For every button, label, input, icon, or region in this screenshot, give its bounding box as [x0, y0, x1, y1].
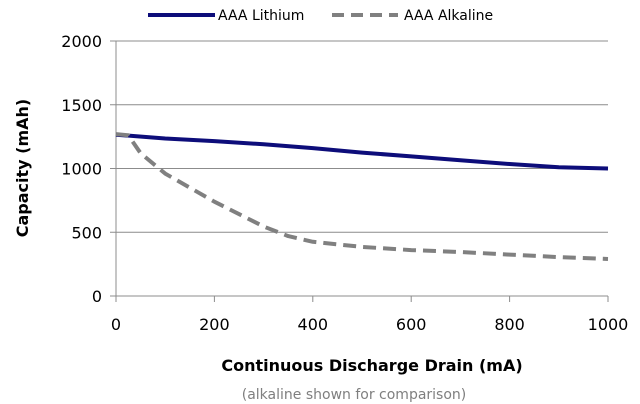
- y-tick-label-1000: 1000: [61, 160, 102, 179]
- x-tick-label-1000: 1000: [588, 315, 629, 334]
- x-tick-labels: 0 200 400 600 800 1000: [111, 315, 628, 334]
- axes: [110, 40, 609, 302]
- y-tick-label-500: 500: [71, 223, 102, 242]
- x-tick-label-0: 0: [111, 315, 121, 334]
- legend-label-alkaline: AAA Alkaline: [404, 8, 493, 24]
- y-tick-label-2000: 2000: [61, 32, 102, 51]
- series-lines: [115, 132, 609, 261]
- x-tick-label-400: 400: [298, 315, 329, 334]
- x-tick-label-600: 600: [396, 315, 427, 334]
- y-tick-label-1500: 1500: [61, 96, 102, 115]
- comparison-note: (alkaline shown for comparison): [242, 387, 467, 403]
- y-tick-label-0: 0: [92, 287, 102, 306]
- y-axis-title: Capacity (mAh): [13, 99, 32, 237]
- series-line-lithium: [115, 132, 609, 171]
- legend: AAA Lithium AAA Alkaline: [148, 8, 493, 24]
- x-axis-title: Continuous Discharge Drain (mA): [221, 356, 522, 375]
- gridlines: [116, 40, 608, 233]
- x-tick-label-800: 800: [494, 315, 525, 334]
- y-tick-labels: 0 500 1000 1500 2000: [61, 32, 102, 306]
- legend-label-lithium: AAA Lithium: [218, 8, 304, 24]
- x-tick-label-200: 200: [199, 315, 230, 334]
